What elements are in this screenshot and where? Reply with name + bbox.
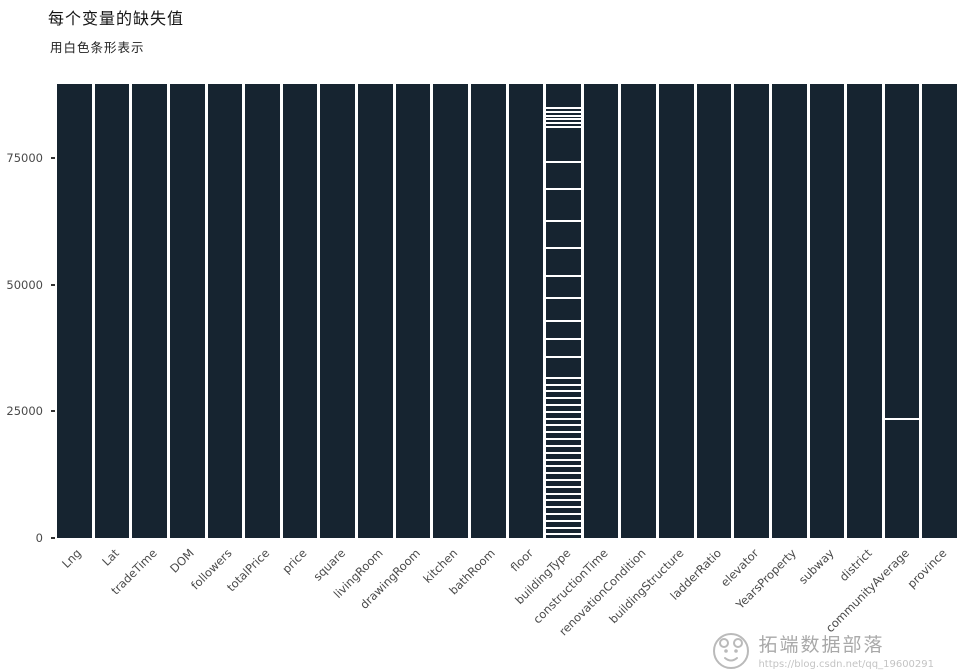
x-axis-cell: kitchen bbox=[421, 540, 468, 665]
missing-stripe bbox=[546, 320, 581, 323]
x-axis-cell: followers bbox=[188, 540, 243, 665]
chart-subtitle: 用白色条形表示 bbox=[50, 40, 145, 55]
x-axis-cell: price bbox=[279, 540, 318, 665]
bar-price bbox=[282, 84, 318, 538]
missing-stripe bbox=[546, 338, 581, 341]
x-axis-cell: Lng bbox=[57, 540, 92, 665]
missing-stripe bbox=[546, 356, 581, 359]
bar-renovationCondition bbox=[621, 84, 656, 538]
x-axis-cell: bathRoom bbox=[447, 540, 506, 665]
chart-title: 每个变量的缺失值 bbox=[48, 9, 185, 28]
missing-stripe bbox=[546, 472, 581, 475]
missing-stripe bbox=[546, 118, 581, 121]
bar-elevator bbox=[734, 84, 769, 538]
missing-stripe bbox=[546, 424, 581, 427]
watermark-logo bbox=[713, 633, 750, 669]
bar-bathRoom bbox=[470, 84, 506, 538]
x-axis-cell: Lat bbox=[95, 540, 130, 665]
bar-Lng bbox=[57, 84, 92, 538]
bar-province bbox=[922, 84, 957, 538]
bar-subway bbox=[809, 84, 845, 538]
bar-livingRoom bbox=[358, 84, 393, 538]
bar-square bbox=[320, 84, 355, 538]
x-axis-cell: square bbox=[310, 540, 355, 665]
missing-stripe bbox=[546, 478, 581, 481]
missing-stripe bbox=[546, 485, 581, 488]
missing-stripe bbox=[546, 465, 581, 468]
missing-stripe bbox=[546, 404, 581, 407]
missing-stripe bbox=[546, 506, 581, 509]
y-tick-label: 25000 bbox=[6, 404, 43, 419]
bar-ladderRatio bbox=[696, 84, 732, 538]
missing-stripe bbox=[546, 526, 581, 529]
bar-floor bbox=[508, 84, 544, 538]
missing-stripe bbox=[546, 397, 581, 400]
bar-district bbox=[847, 84, 882, 538]
missing-stripe bbox=[884, 418, 920, 421]
bar-Lat bbox=[94, 84, 130, 538]
x-tick-label: Lng bbox=[59, 546, 85, 571]
missing-stripe bbox=[546, 499, 581, 502]
missing-stripe bbox=[546, 410, 581, 413]
missing-stripe bbox=[546, 519, 581, 522]
bar-DOM bbox=[169, 84, 205, 538]
y-axis: 0 25000 50000 75000 bbox=[0, 84, 56, 545]
missing-stripe bbox=[546, 438, 581, 441]
missing-stripe bbox=[546, 376, 581, 379]
x-tick-label: DOM bbox=[167, 546, 198, 576]
missing-stripe bbox=[546, 451, 581, 454]
bar-drawingRoom bbox=[395, 84, 431, 538]
missing-stripe bbox=[546, 188, 581, 191]
y-tick-label: 50000 bbox=[6, 277, 43, 292]
x-axis-cell: tradeTime bbox=[108, 540, 167, 665]
missing-stripe bbox=[546, 390, 581, 393]
y-tick-mark bbox=[51, 410, 55, 413]
missing-stripe bbox=[546, 114, 581, 117]
bar-tradeTime bbox=[132, 84, 167, 538]
y-tick-mark bbox=[51, 157, 55, 160]
x-axis-cell: drawingRoom bbox=[357, 540, 431, 665]
bar-YearsProperty bbox=[771, 84, 807, 538]
bar-buildingStructure bbox=[659, 84, 694, 538]
bar-followers bbox=[207, 84, 243, 538]
watermark-brand: 拓端数据部落 bbox=[758, 634, 885, 656]
missing-stripe bbox=[546, 161, 581, 164]
missing-stripe bbox=[546, 106, 581, 109]
missing-stripe bbox=[546, 121, 581, 124]
y-tick-mark bbox=[51, 537, 55, 539]
x-axis-cell: DOM bbox=[167, 540, 205, 665]
missing-stripe bbox=[546, 444, 581, 447]
missing-stripe bbox=[546, 417, 581, 420]
missing-stripe bbox=[546, 492, 581, 495]
x-tick-label: floor bbox=[507, 546, 536, 575]
watermark-url: https://blog.csdn.net/qq_19600291 bbox=[758, 659, 934, 670]
bar-constructionTime bbox=[583, 84, 619, 538]
x-tick-label: price bbox=[279, 546, 310, 577]
plot-area bbox=[57, 84, 957, 538]
bar-totalPrice bbox=[245, 84, 280, 538]
missing-stripe bbox=[546, 513, 581, 516]
missing-stripe bbox=[546, 274, 581, 277]
missing-stripe bbox=[546, 220, 581, 223]
bar-communityAverage bbox=[884, 84, 920, 538]
x-axis-cell: totalPrice bbox=[224, 540, 280, 665]
missing-stripe bbox=[546, 297, 581, 300]
bar-buildingType bbox=[546, 84, 581, 538]
x-tick-label: Lat bbox=[99, 546, 122, 569]
watermark: 拓端数据部落 https://blog.csdn.net/qq_19600291 bbox=[712, 630, 934, 670]
missing-stripe bbox=[546, 247, 581, 250]
y-tick-mark bbox=[51, 283, 55, 286]
missing-stripe bbox=[546, 532, 581, 535]
y-tick-label: 0 bbox=[35, 531, 43, 545]
missing-stripe bbox=[546, 125, 581, 128]
bar-kitchen bbox=[433, 84, 468, 538]
y-tick-label: 75000 bbox=[6, 151, 43, 166]
watermark-text: 拓端数据部落 https://blog.csdn.net/qq_19600291 bbox=[758, 630, 934, 670]
missing-stripe bbox=[546, 383, 581, 386]
missing-stripe bbox=[546, 431, 581, 434]
missing-stripe bbox=[546, 111, 581, 114]
missing-stripe bbox=[546, 458, 581, 461]
